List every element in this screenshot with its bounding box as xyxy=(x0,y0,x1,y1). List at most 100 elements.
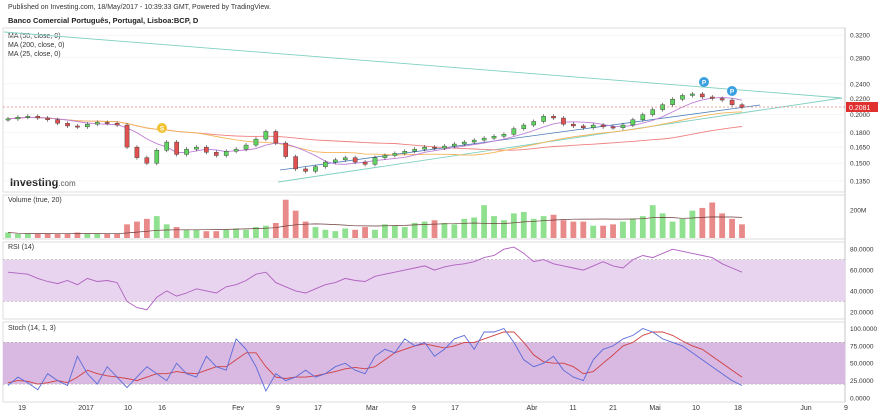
candle xyxy=(392,153,398,156)
volume-bar xyxy=(282,199,289,238)
candle xyxy=(729,99,735,105)
legend-ma25: MA (25, close, 0) xyxy=(8,51,61,58)
volume-bar xyxy=(719,213,726,238)
volume-bar xyxy=(362,227,368,238)
volume-bar xyxy=(262,225,269,238)
volume-tick-label: 200M xyxy=(850,208,866,215)
x-tick-label: 21 xyxy=(609,405,617,412)
candle xyxy=(293,156,298,170)
volume-bar xyxy=(391,225,398,238)
price-tick-label: 0.1650 xyxy=(850,145,870,152)
volume-panel-label: Volume (true, 20) xyxy=(8,197,62,204)
volume-bar xyxy=(134,221,140,238)
price-badge: 0.2081 xyxy=(849,105,871,112)
candle xyxy=(184,148,189,155)
stoch-band xyxy=(3,342,845,385)
x-tick-label: 9 xyxy=(412,405,416,412)
volume-bar xyxy=(590,225,597,238)
stoch-k-line xyxy=(7,327,743,393)
x-tick-label: 10 xyxy=(124,405,132,412)
candle xyxy=(75,125,80,128)
x-tick-label: 2017 xyxy=(78,405,94,412)
event-marker xyxy=(727,86,737,96)
volume-bar xyxy=(243,229,249,238)
candle xyxy=(194,146,199,150)
candle xyxy=(283,142,289,157)
candle xyxy=(670,99,675,105)
candle xyxy=(481,137,487,141)
volume-bar xyxy=(163,224,170,238)
stoch-tick-label: 50.0000 xyxy=(850,361,874,368)
candle xyxy=(134,146,140,158)
volume-bar xyxy=(114,233,121,238)
candle xyxy=(561,117,566,125)
candle xyxy=(263,131,269,140)
candle xyxy=(452,143,457,147)
volume-bar xyxy=(54,233,61,238)
candle xyxy=(412,148,417,152)
trendline-upper xyxy=(3,31,843,99)
rsi-tick-label: 80.0000 xyxy=(850,247,874,254)
candle xyxy=(610,126,616,129)
candle xyxy=(372,157,378,165)
volume-bar xyxy=(342,228,349,238)
rsi-band xyxy=(3,259,845,302)
candle xyxy=(85,123,90,128)
candle xyxy=(491,135,497,139)
volume-bar xyxy=(600,225,607,238)
candle xyxy=(223,151,229,156)
x-tick-label: 9 xyxy=(844,405,848,412)
volume-bar xyxy=(471,217,478,238)
price-tick-label: 0.2000 xyxy=(850,112,870,119)
volume-bar xyxy=(540,216,547,238)
candle xyxy=(5,118,11,121)
volume-bar xyxy=(312,227,319,238)
volume-bar xyxy=(253,227,259,238)
rsi-panel-label: RSI (14) xyxy=(8,244,34,251)
volume-bar xyxy=(64,233,71,238)
rsi-tick-label: 40.0000 xyxy=(850,288,874,295)
ma25-line xyxy=(7,111,743,156)
candle xyxy=(432,146,437,149)
logo-main: Investing xyxy=(10,177,58,189)
x-tick-label: Jun xyxy=(800,405,811,412)
volume-bar xyxy=(372,229,378,238)
chart-title: Banco Comercial Português, Portugal, Lis… xyxy=(8,16,199,25)
candle xyxy=(422,146,427,150)
candle xyxy=(333,159,338,163)
candle xyxy=(313,166,318,172)
candle xyxy=(471,139,477,143)
candle xyxy=(442,145,447,149)
candle xyxy=(640,114,646,120)
x-tick-label: 11 xyxy=(569,405,576,412)
candle xyxy=(362,161,368,165)
x-tick-label: Abr xyxy=(527,405,539,412)
x-tick-label: Fev xyxy=(232,405,244,412)
volume-bar xyxy=(580,221,587,238)
event-marker-label: S xyxy=(160,126,165,133)
volume-bar xyxy=(352,229,359,238)
volume-bar xyxy=(173,227,180,238)
x-tick-label: Mar xyxy=(366,405,379,412)
candle xyxy=(243,144,249,150)
candle xyxy=(104,122,110,124)
candle xyxy=(501,134,507,137)
stoch-panel-label: Stoch (14, 1, 3) xyxy=(8,325,56,332)
stoch-tick-label: 100.0000 xyxy=(850,326,877,333)
candle xyxy=(213,152,219,156)
stoch-tick-label: 0.0000 xyxy=(850,396,870,403)
x-tick-label: 17 xyxy=(451,405,459,412)
volume-bar xyxy=(649,205,656,238)
volume-bar xyxy=(153,216,160,238)
volume-bar xyxy=(669,221,676,238)
volume-ma-line xyxy=(7,216,743,235)
candle xyxy=(382,155,388,158)
candle xyxy=(55,119,60,124)
candle xyxy=(94,122,100,125)
candle xyxy=(580,125,586,128)
volume-bar xyxy=(610,224,616,238)
candle xyxy=(154,150,160,164)
candle xyxy=(233,148,239,152)
volume-bar xyxy=(421,221,428,238)
